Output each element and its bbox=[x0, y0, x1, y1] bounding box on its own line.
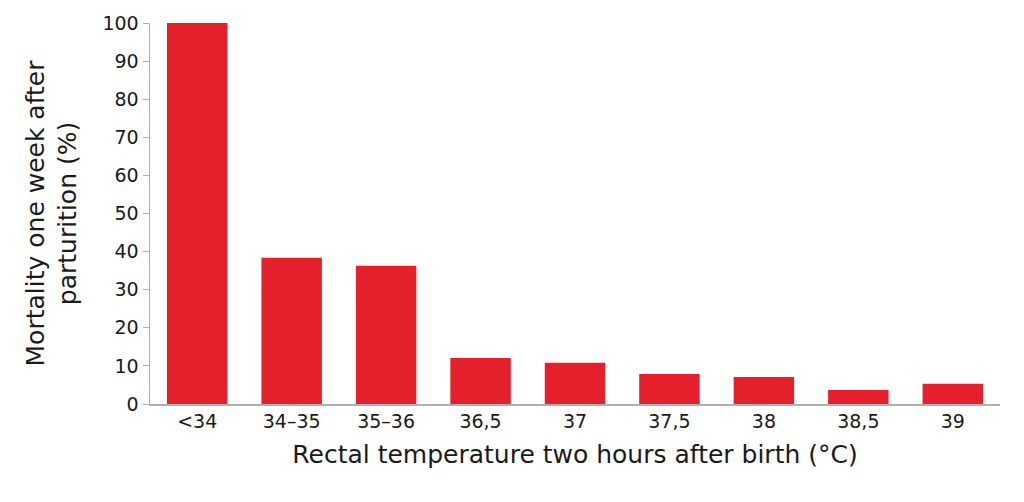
svg-text:38,5: 38,5 bbox=[837, 410, 879, 432]
svg-text:10: 10 bbox=[115, 355, 139, 377]
svg-text:50: 50 bbox=[115, 202, 139, 224]
svg-text:20: 20 bbox=[115, 316, 139, 338]
svg-text:90: 90 bbox=[115, 50, 139, 72]
svg-text:37,5: 37,5 bbox=[648, 410, 690, 432]
svg-text:Mortality one week afterpartur: Mortality one week afterparturition (%) bbox=[21, 60, 83, 367]
svg-text:100: 100 bbox=[102, 12, 138, 34]
svg-text:30: 30 bbox=[115, 278, 139, 300]
svg-text:Rectal temperature two hours a: Rectal temperature two hours after birth… bbox=[292, 440, 857, 469]
svg-text:80: 80 bbox=[115, 88, 139, 110]
svg-text:70: 70 bbox=[115, 126, 139, 148]
svg-text:35–36: 35–36 bbox=[357, 410, 415, 432]
svg-text:<34: <34 bbox=[177, 410, 217, 432]
svg-text:38: 38 bbox=[752, 410, 776, 432]
svg-text:37: 37 bbox=[563, 410, 587, 432]
svg-text:39: 39 bbox=[941, 410, 965, 432]
svg-text:34–35: 34–35 bbox=[263, 410, 321, 432]
svg-text:60: 60 bbox=[115, 164, 139, 186]
svg-text:40: 40 bbox=[115, 240, 139, 262]
svg-text:0: 0 bbox=[127, 393, 139, 415]
svg-text:36,5: 36,5 bbox=[459, 410, 501, 432]
